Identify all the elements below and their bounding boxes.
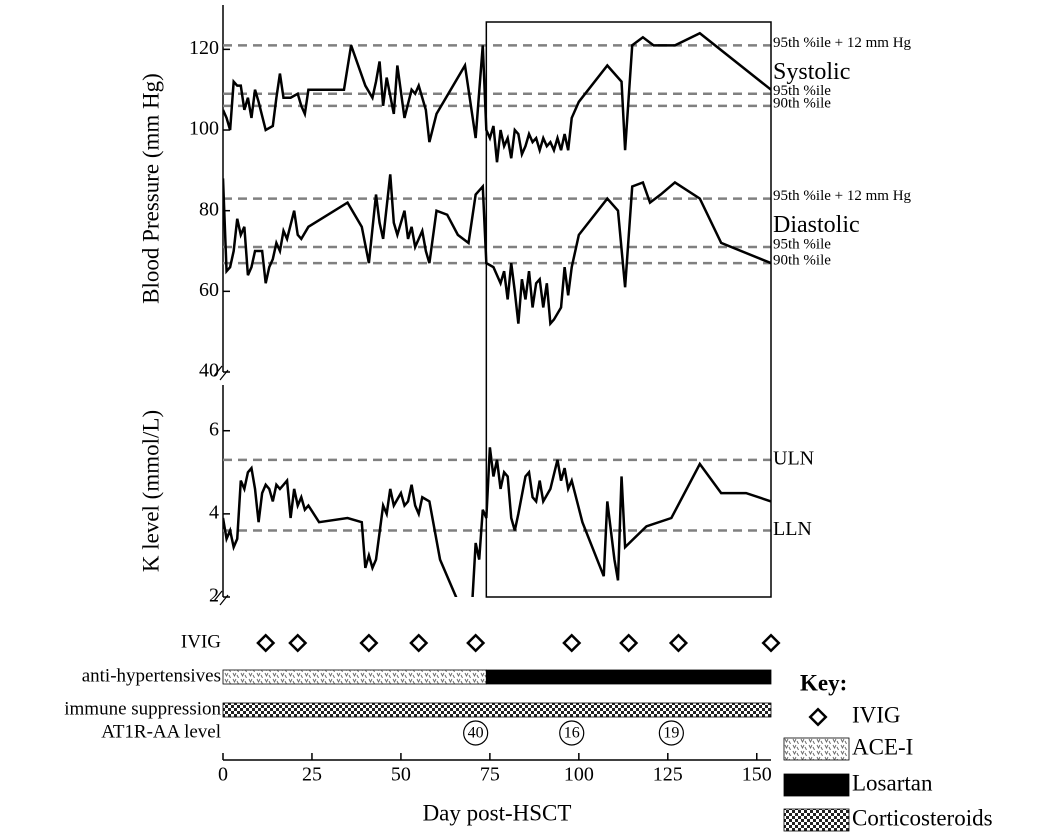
ivig-marker [619, 633, 639, 653]
level-circle [559, 720, 585, 746]
y-axis-label: K level (mmol/L) [138, 410, 163, 572]
x-tick-label: 25 [302, 764, 322, 786]
level-value: 16 [564, 725, 580, 742]
x-tick-label: 100 [564, 764, 594, 786]
treatment-bar [485, 669, 772, 685]
reference-label: 95th %ile [773, 236, 831, 252]
track-label: anti-hypertensives [82, 665, 221, 686]
track-label: IVIG [181, 631, 221, 652]
reference-label: ULN [773, 447, 814, 469]
level-value: 40 [468, 725, 484, 742]
series-label: Diastolic [773, 212, 860, 238]
y-tick-label: 40 [199, 360, 219, 382]
track-label: AT1R-AA level [101, 721, 221, 742]
x-tick-label: 125 [653, 764, 683, 786]
reference-label: 95th %ile + 12 mm Hg [773, 35, 912, 51]
highlight-box [485, 21, 772, 598]
ivig-marker [409, 633, 429, 653]
ivig-marker [668, 633, 689, 653]
treatment-bar [222, 702, 772, 718]
x-tick-label: 0 [218, 764, 228, 786]
key-swatch [783, 737, 850, 761]
data-line [223, 31, 771, 163]
x-tick-label: 150 [742, 764, 772, 786]
data-line [223, 447, 771, 597]
key-swatch [783, 773, 850, 797]
key-ivig-marker [808, 707, 828, 727]
series-label: Systolic [773, 59, 850, 85]
level-circle [463, 720, 489, 746]
y-tick-label: 4 [209, 501, 219, 523]
track-label: immune suppression [64, 698, 221, 719]
level-circle [658, 720, 684, 746]
treatment-bar [222, 669, 487, 685]
key-label: IVIG [852, 702, 901, 727]
y-tick-label: 100 [189, 118, 219, 140]
key-label: Corticosteroids [852, 805, 993, 830]
ivig-marker [466, 633, 486, 653]
x-tick-label: 50 [391, 764, 411, 786]
ivig-marker [256, 633, 276, 653]
level-value: 19 [663, 725, 679, 742]
key-label: Losartan [852, 770, 933, 795]
reference-label: LLN [773, 518, 812, 540]
data-line [223, 174, 771, 327]
axis-break [213, 365, 229, 381]
key-swatch [783, 808, 850, 832]
x-axis-label: Day post-HSCT [423, 800, 572, 825]
ivig-marker [562, 633, 582, 653]
reference-label: 90th %ile [773, 253, 831, 269]
y-axis-label: Blood Pressure (mm Hg) [138, 73, 163, 304]
key-title: Key: [800, 670, 847, 695]
key-label: ACE-I [852, 734, 913, 759]
y-tick-label: 6 [209, 418, 219, 440]
y-tick-label: 60 [199, 279, 219, 301]
x-tick-label: 75 [480, 764, 500, 786]
y-tick-label: 120 [189, 37, 219, 59]
ivig-marker [359, 633, 379, 653]
y-tick-label: 80 [199, 198, 219, 220]
reference-label: 95th %ile [773, 83, 831, 99]
y-tick-label: 2 [209, 585, 219, 607]
axis-break [213, 590, 229, 606]
reference-label: 90th %ile [773, 95, 831, 111]
ivig-marker [288, 633, 308, 653]
reference-label: 95th %ile + 12 mm Hg [773, 188, 912, 204]
ivig-marker [761, 633, 781, 653]
